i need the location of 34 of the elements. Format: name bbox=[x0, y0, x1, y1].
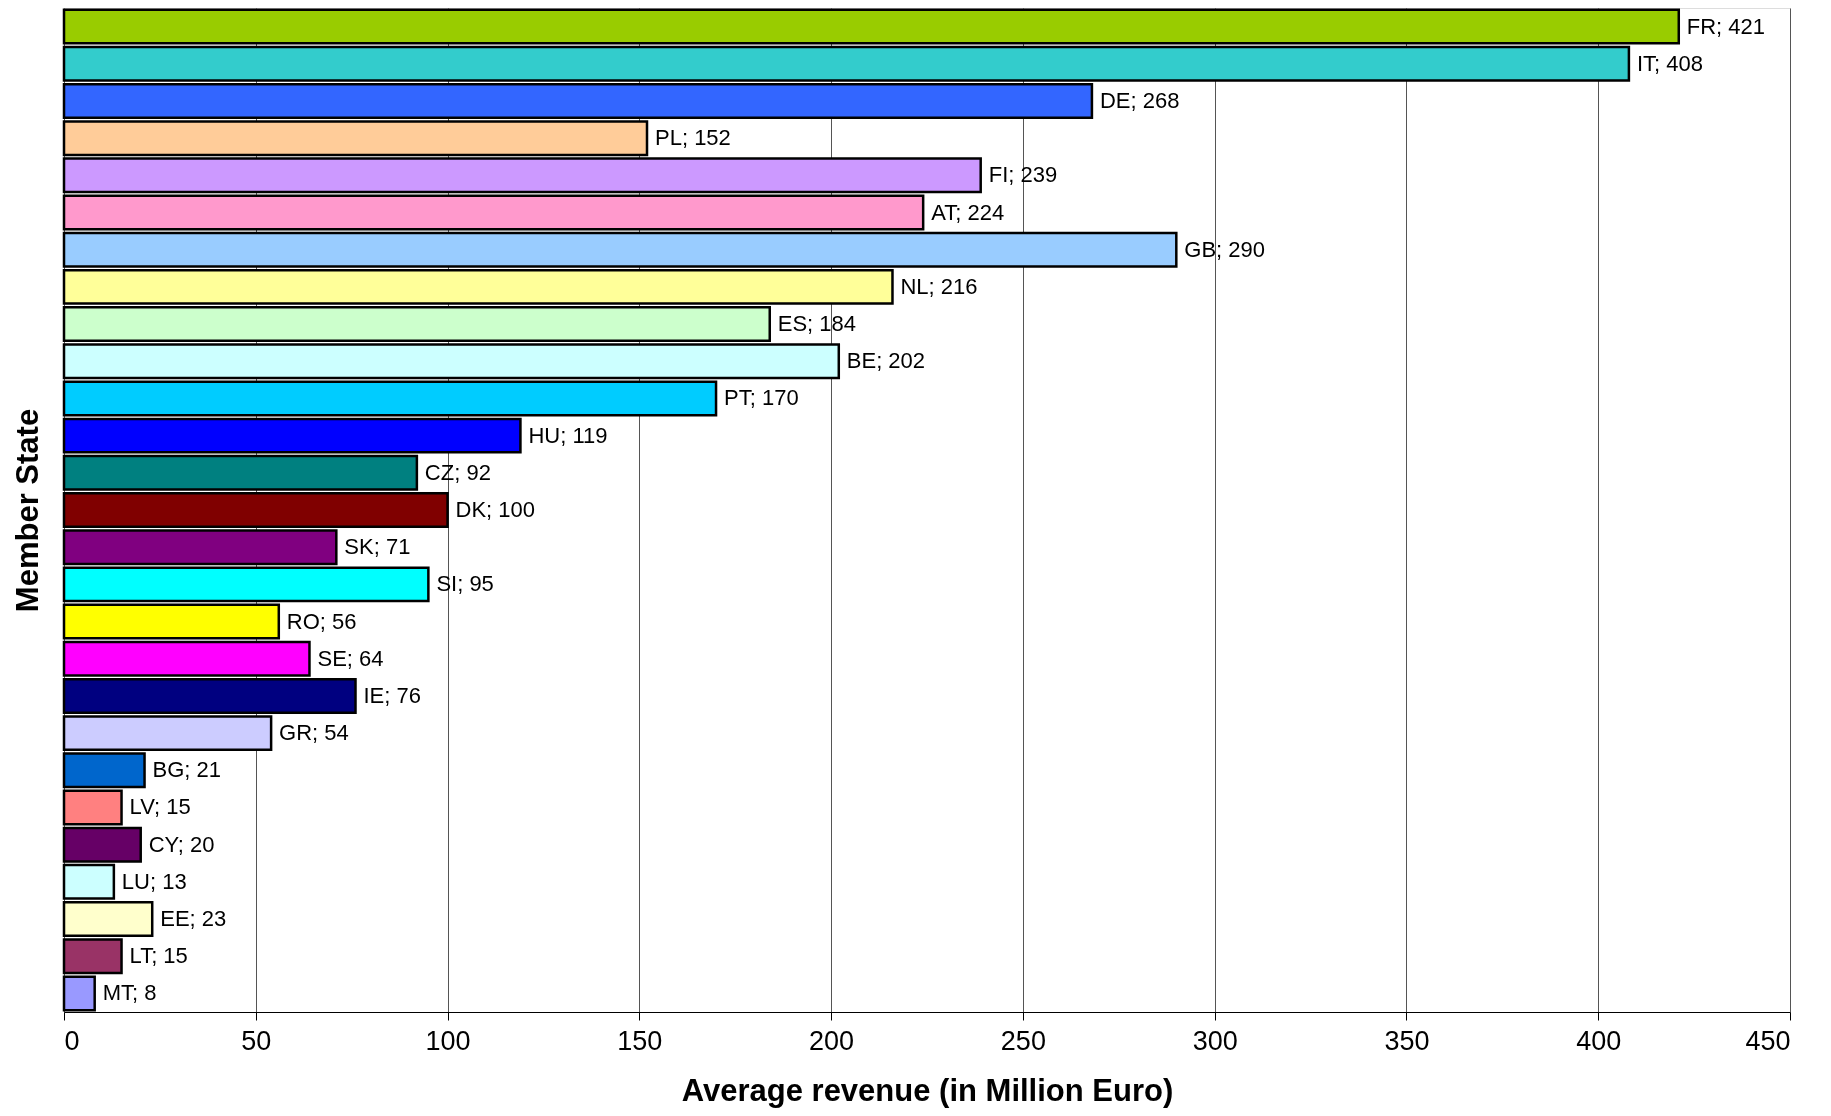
data-label: IE; 76 bbox=[363, 682, 421, 708]
data-label: NL; 216 bbox=[900, 273, 978, 299]
x-tick-label: 100 bbox=[425, 1025, 471, 1056]
data-label: LV; 15 bbox=[129, 794, 191, 820]
data-label: MT; 8 bbox=[102, 980, 157, 1006]
x-tick-label: 0 bbox=[64, 1025, 80, 1056]
data-label: EE; 23 bbox=[160, 906, 227, 932]
data-label: CY; 20 bbox=[148, 831, 215, 857]
data-label: PT; 170 bbox=[724, 385, 799, 411]
x-axis-title: Average revenue (in Million Euro) bbox=[681, 1072, 1174, 1108]
data-label: LT; 15 bbox=[129, 943, 188, 969]
data-label: PL; 152 bbox=[655, 125, 731, 151]
data-label: IT; 408 bbox=[1636, 50, 1703, 76]
data-label: GR; 54 bbox=[279, 720, 349, 746]
x-tick-label: 350 bbox=[1384, 1025, 1430, 1056]
x-tick-label: 400 bbox=[1576, 1025, 1622, 1056]
x-tick-label: 250 bbox=[1000, 1025, 1046, 1056]
data-label: HU; 119 bbox=[528, 422, 608, 448]
data-label: SK; 71 bbox=[344, 534, 411, 560]
data-label: RO; 56 bbox=[286, 608, 357, 634]
data-label: DK; 100 bbox=[455, 497, 536, 522]
data-label: SE; 64 bbox=[317, 645, 384, 671]
data-label: AT; 224 bbox=[931, 199, 1005, 225]
x-tick-label: 450 bbox=[1745, 1025, 1791, 1056]
data-label: FR; 421 bbox=[1686, 13, 1766, 39]
data-label: BG; 21 bbox=[152, 757, 222, 783]
data-label: DE; 268 bbox=[1099, 87, 1180, 113]
x-tick-label: 50 bbox=[241, 1025, 272, 1056]
data-label: LU; 13 bbox=[121, 868, 187, 894]
x-tick-label: 200 bbox=[809, 1025, 855, 1056]
data-label: BE; 202 bbox=[846, 348, 926, 374]
x-tick-label: 300 bbox=[1192, 1025, 1238, 1056]
y-axis-title: Member State bbox=[9, 408, 45, 613]
x-tick-label: 150 bbox=[617, 1025, 663, 1056]
